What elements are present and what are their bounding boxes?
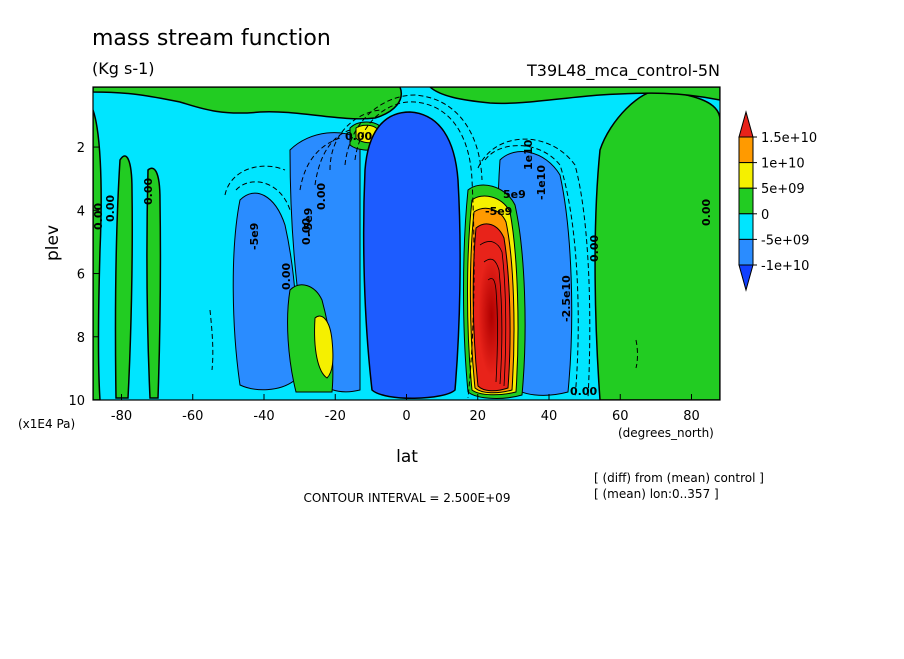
region-top-positive bbox=[93, 87, 402, 120]
contour-label-16: -5e9 bbox=[485, 205, 512, 218]
x-tick-label: -80 bbox=[111, 409, 132, 424]
colorbar-label: 5e+09 bbox=[761, 182, 805, 197]
contour-label-4: 0.00 bbox=[280, 263, 293, 290]
contour-label-15: -2.5e10 bbox=[560, 275, 573, 322]
y-tick-label: 6 bbox=[77, 268, 85, 283]
region-top-right-positive bbox=[428, 87, 720, 105]
contour-label-10: 0.00 bbox=[315, 183, 328, 210]
colorbar-swatch bbox=[738, 162, 754, 189]
contour-label-6: 0.00 bbox=[345, 130, 372, 143]
y-tick-label: 2 bbox=[77, 141, 85, 156]
run-label: T39L48_mca_control-5N bbox=[526, 61, 720, 81]
region-left-yellow bbox=[314, 315, 334, 379]
y-units-label: (x1E4 Pa) bbox=[18, 417, 75, 431]
colorbar-top-arrow bbox=[738, 110, 754, 138]
region-left-positive-2 bbox=[146, 167, 162, 399]
contour-label-3: 0.00 bbox=[142, 178, 155, 205]
y-axis: 2 4 6 8 10 bbox=[68, 141, 99, 409]
region-left-positive bbox=[114, 155, 134, 399]
contour-label-5: 0.00 bbox=[300, 218, 313, 245]
colorbar-label: -1e+10 bbox=[761, 259, 809, 274]
colorbar-swatch bbox=[738, 136, 754, 164]
contour-label-2: 0.00 bbox=[104, 195, 117, 222]
contour-label-8: 0.00 bbox=[700, 199, 713, 226]
contour-labels: 0.00 0.00 0.00 0.00 0.00 0.00 0.00 0.00 … bbox=[92, 130, 713, 398]
contour-label-11: -5e9 bbox=[248, 223, 261, 250]
y-tick-label: 8 bbox=[77, 331, 85, 346]
note-diff: [ (diff) from (mean) control ] bbox=[594, 471, 764, 485]
contour-label-13: 1e10 bbox=[522, 139, 535, 170]
contour-field: 0.00 0.00 0.00 0.00 0.00 0.00 0.00 0.00 … bbox=[92, 87, 720, 400]
colorbar-label: 1.5e+10 bbox=[761, 131, 817, 146]
units-label: (Kg s-1) bbox=[92, 59, 155, 78]
y-axis-label: plev bbox=[43, 225, 63, 261]
colorbar-swatch bbox=[738, 238, 754, 266]
x-tick-label: -60 bbox=[182, 409, 203, 424]
contour-label-7: 0.00 bbox=[588, 235, 601, 262]
colorbar-swatch bbox=[738, 187, 754, 215]
colorbar-label: 1e+10 bbox=[761, 157, 805, 172]
contour-interval: CONTOUR INTERVAL = 2.500E+09 bbox=[304, 491, 511, 505]
y-tick-label: 4 bbox=[77, 204, 85, 219]
contour-label-17: -5e9 bbox=[302, 208, 315, 235]
colorbar: 1.5e+10 1e+10 5e+09 0 -5e+09 -1e+10 bbox=[738, 110, 817, 292]
y-tick-label: 10 bbox=[68, 394, 85, 409]
x-axis: -80 -60 -40 -20 0 20 40 60 80 bbox=[111, 394, 700, 424]
x-tick-label: 20 bbox=[469, 409, 486, 424]
x-tick-label: 80 bbox=[683, 409, 700, 424]
note-mean: [ (mean) lon:0..357 ] bbox=[594, 487, 719, 501]
contour-label-9: 0.00 bbox=[570, 385, 597, 398]
colorbar-label: -5e+09 bbox=[761, 233, 809, 248]
x-tick-label: -40 bbox=[253, 409, 274, 424]
colorbar-bottom-arrow bbox=[738, 264, 754, 292]
contour-label-1: 0.00 bbox=[92, 203, 105, 230]
colorbar-swatch bbox=[738, 213, 754, 240]
x-tick-label: -20 bbox=[325, 409, 346, 424]
region-central-negative bbox=[362, 111, 461, 399]
x-axis-label: lat bbox=[396, 447, 418, 467]
region-positive-cell-core bbox=[472, 223, 511, 392]
x-tick-label: 0 bbox=[402, 409, 410, 424]
region-right-positive bbox=[594, 89, 720, 400]
positive-contours bbox=[479, 241, 507, 387]
x-units-label: (degrees_north) bbox=[618, 426, 714, 440]
x-tick-label: 40 bbox=[541, 409, 558, 424]
colorbar-label: 0 bbox=[761, 208, 769, 223]
negative-contours bbox=[209, 94, 638, 399]
contour-label-14: -1e10 bbox=[535, 165, 548, 200]
contour-label-12: 5e9 bbox=[503, 188, 526, 201]
x-tick-label: 60 bbox=[612, 409, 629, 424]
chart-title: mass stream function bbox=[92, 26, 331, 51]
region-left-edge-positive bbox=[93, 109, 102, 400]
